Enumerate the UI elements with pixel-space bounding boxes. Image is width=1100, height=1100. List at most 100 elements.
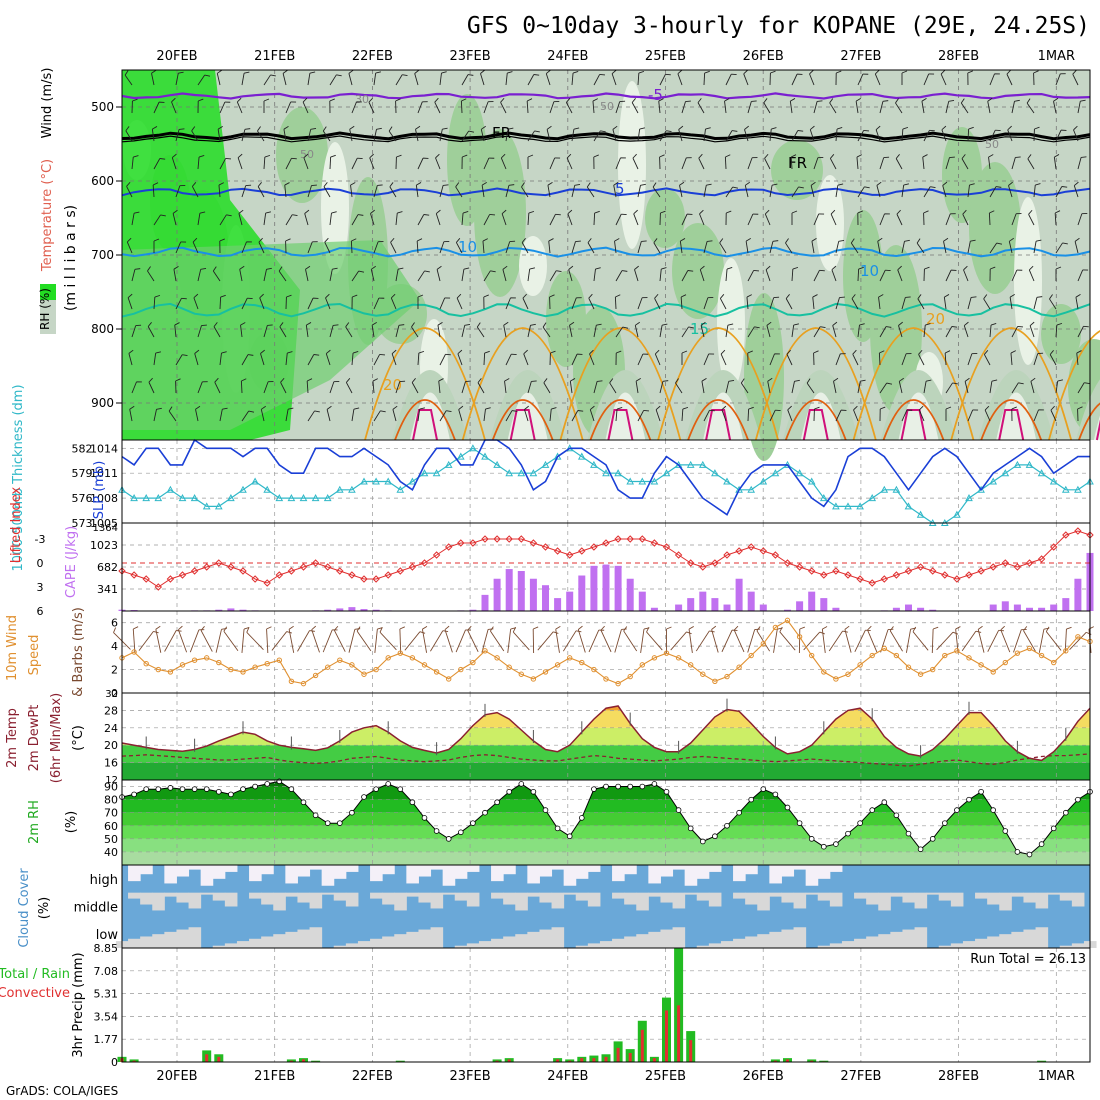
wind-barb-staff [219, 214, 227, 226]
wind-barb-flag [280, 377, 285, 383]
wind-barb [923, 73, 935, 86]
wind-barb-staff [527, 269, 531, 282]
cape-bar [493, 578, 501, 611]
li-marker [1049, 543, 1058, 551]
wind-barb [725, 323, 734, 338]
wind-barb-flag [485, 407, 491, 410]
wind-barb [1011, 382, 1024, 394]
wind-barb-staff [175, 129, 180, 142]
wind10-barb-staff [614, 629, 622, 653]
wind-barb [724, 98, 730, 114]
wind-barb [989, 266, 996, 282]
wind-barb-flag [168, 406, 173, 412]
wind-barb-flag [596, 323, 602, 326]
wind-barb-flag [701, 377, 707, 382]
wind-barb-flag [332, 267, 338, 270]
wind-barb-staff [571, 297, 577, 310]
x-tick-label-top: 21FEB [254, 49, 295, 64]
li-marker [795, 563, 804, 571]
wind-barb [724, 154, 731, 170]
wind-barb-staff [566, 157, 573, 170]
wind-barb [505, 353, 517, 366]
wind10-barb [931, 626, 939, 654]
rh-marker [143, 786, 150, 792]
thickness-marker [348, 485, 356, 493]
wind-barb [1008, 237, 1014, 254]
wind-barb-staff [697, 102, 705, 114]
wind-barb-staff [1006, 73, 1013, 86]
cloud-low-cell [1011, 931, 1024, 948]
wind-barb [855, 98, 861, 114]
wind-barb [476, 322, 485, 338]
wind-barb [719, 294, 727, 310]
wind-barb-staff [654, 298, 661, 310]
wind-barb-flag [631, 98, 636, 103]
wind10-barb-staff [773, 629, 778, 653]
wind-barb [521, 238, 529, 254]
wind10-barb-flag [756, 626, 761, 632]
rh-contour-patch [771, 140, 823, 200]
wind-barb-staff [241, 410, 250, 422]
wind-barb [505, 240, 516, 254]
wind-barb-flag [202, 381, 208, 383]
wind-barb-staff [460, 100, 463, 114]
li-marker [1001, 559, 1010, 567]
cloud-middle-cell [1011, 892, 1024, 897]
wind10-marker [1063, 648, 1069, 654]
wind-barb-flag [1075, 293, 1081, 298]
wind-barb-flag [765, 265, 771, 270]
wind-barb [652, 182, 661, 198]
li-marker [287, 567, 296, 575]
wind10-barb-staff [512, 631, 530, 651]
wind-barb-flag [771, 127, 777, 130]
wind-barb-flag [352, 351, 359, 354]
wind-barb-staff [350, 185, 353, 198]
wind-barb-flag [906, 353, 912, 355]
wind-barb [769, 409, 781, 422]
li-marker [130, 571, 138, 579]
wind-barb [304, 209, 310, 226]
li-marker [1074, 527, 1082, 535]
temp-tick-label: 20 [104, 739, 118, 752]
wind-barb-staff [258, 241, 265, 254]
wind-barb-staff [967, 353, 973, 366]
wind-barb-flag [147, 266, 151, 272]
isotherm-25 [1078, 402, 1100, 441]
wind-barb-flag [126, 181, 131, 187]
wind-barb-staff [305, 269, 309, 282]
wind-barb-flag [349, 125, 355, 130]
wind-barb-flag [191, 126, 196, 132]
wind-barb-staff [278, 270, 287, 282]
wind-barb-flag [771, 183, 778, 186]
cloud-middle-cell [805, 892, 819, 895]
wind10-barb-flag [311, 625, 317, 630]
wind-barb-staff [812, 297, 815, 310]
wind-barb [546, 125, 552, 142]
wind-barb [197, 268, 207, 282]
thickness-marker [819, 494, 828, 502]
wind-barb-staff [567, 213, 573, 226]
wind-barb-flag [996, 242, 1003, 245]
wind-barb [219, 157, 232, 170]
wind-barb-staff [415, 185, 419, 198]
wind-barb-flag [928, 73, 935, 75]
wind-barb-staff [482, 241, 485, 254]
wind-barb-staff [879, 270, 886, 282]
wind-barb [898, 377, 904, 394]
wind-barb-staff [151, 129, 155, 142]
wind-barb-staff [373, 73, 377, 86]
wind-barb-flag [593, 154, 599, 158]
wind-barb [835, 127, 843, 142]
wind-barb-flag [423, 214, 430, 216]
wind-barb [483, 213, 496, 226]
wind-barb-flag [632, 153, 637, 159]
wind-barb-staff [241, 129, 246, 142]
wind-barb-staff [856, 157, 859, 170]
cloud-high-cell [249, 865, 262, 882]
wind-barb [1033, 352, 1044, 366]
wind-barb-staff [483, 214, 491, 226]
wind-barb-staff [329, 213, 332, 226]
wind-barb [1055, 242, 1068, 254]
wind-barb-staff [411, 326, 419, 338]
wind10-barb [798, 626, 806, 654]
